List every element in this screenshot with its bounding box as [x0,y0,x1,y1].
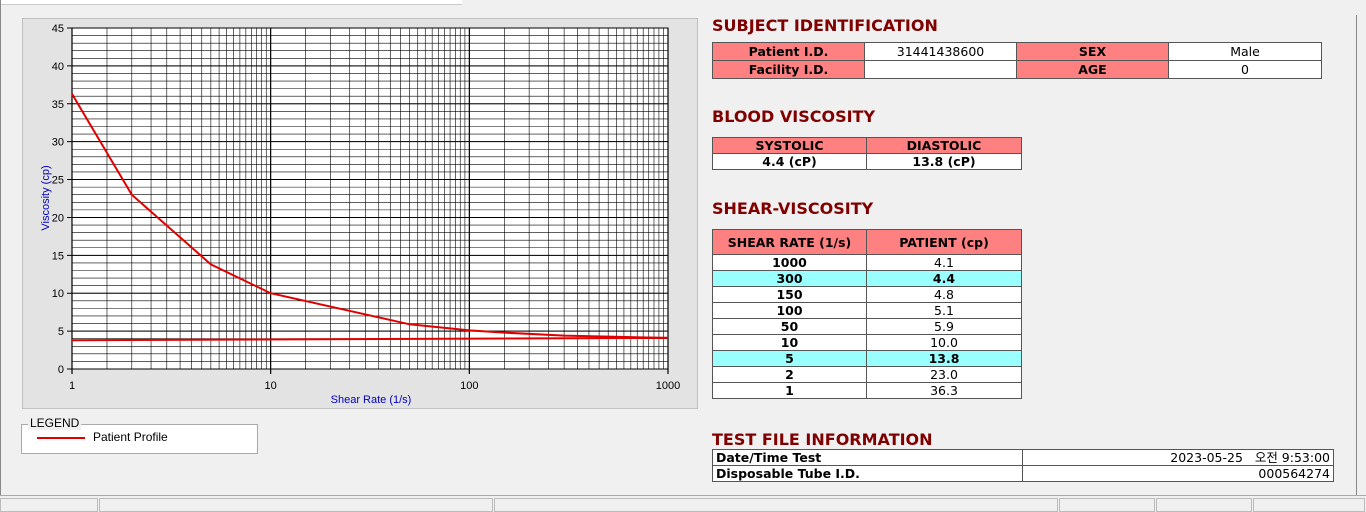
x-tick-label: 1000 [656,380,680,392]
x-tick-label: 100 [460,380,478,392]
viscosity: 4.4 [866,270,1022,287]
y-tick-label: 5 [58,326,64,338]
section-title: SUBJECT IDENTIFICATION [712,16,938,35]
row: 2 23.0 [712,366,1022,383]
row: 1 36.3 [712,382,1022,399]
field-label: AGE [1016,60,1169,79]
plot-border [71,27,669,370]
y-tick-label: 20 [52,212,64,224]
x-axis-title: Shear Rate (1/s) [331,394,412,406]
viscosity: 4.1 [866,254,1022,271]
field-value: Male [1168,42,1322,61]
status-panel [0,498,98,512]
shear-rate: 10 [712,334,867,351]
y-tick-label: 25 [52,175,64,187]
y-tick-label: 30 [52,137,64,149]
row: 10 10.0 [712,334,1022,351]
status-panel [494,498,1058,512]
legend-label: Patient Profile [93,430,168,444]
y-axis-title: Viscosity (cp) [40,165,52,230]
row: 100 5.1 [712,302,1022,319]
field-label: Patient I.D. [712,42,865,61]
shear-rate: 150 [712,286,867,303]
top-bar [0,0,462,5]
section-title: TEST FILE INFORMATION [712,430,933,449]
y-tick-label: 10 [52,288,64,300]
row: 1000 4.1 [712,254,1022,271]
status-bar [0,495,1366,512]
row: Disposable Tube I.D. 000564274 [712,465,1334,482]
row: Date/Time Test 2023-05-25 오전 9:53:00 [712,449,1334,466]
plot-area [72,28,668,369]
shear-rate: 1 [712,382,867,399]
data-line [71,336,669,342]
legend-title: LEGEND [28,416,82,430]
table: SHEAR RATE (1/s) PATIENT (cp) 1000 4.1 300 4.… [712,229,1022,399]
section-title: SHEAR-VISCOSITY [712,199,874,218]
shear-rate: 50 [712,318,867,335]
left-border [0,0,1,495]
viscosity: 36.3 [866,382,1022,399]
tbody: SHEAR RATE (1/s) PATIENT (cp) 1000 4.1 300 4.… [712,229,1022,399]
viscosity: 10.0 [866,334,1022,351]
tbody: SYSTOLIC DIASTOLIC 4.4 (cP) 13.8 (cP) [712,137,1022,170]
header-row: SHEAR RATE (1/s) PATIENT (cp) [712,229,1022,255]
viscosity: 23.0 [866,366,1022,383]
tbody: Date/Time Test 2023-05-25 오전 9:53:00 Dispo… [712,449,1334,482]
row: Facility I.D. AGE 0 [712,60,1322,79]
row: 4.4 (cP) 13.8 (cP) [712,153,1022,170]
field-value: 0 [1168,60,1322,79]
shear-rate: 100 [712,302,867,319]
value-cell: 13.8 (cP) [866,153,1022,170]
table: Date/Time Test 2023-05-25 오전 9:53:00 Dispo… [712,449,1334,482]
y-tick-label: 40 [52,61,64,73]
row: 5 13.8 [712,350,1022,367]
shear-rate: 300 [712,270,867,287]
viscosity: 5.1 [866,302,1022,319]
row: 300 4.4 [712,270,1022,287]
value-cell: 4.4 (cP) [712,153,867,170]
header-cell: DIASTOLIC [866,137,1022,154]
shear-rate: 5 [712,350,867,367]
status-panel [1059,498,1155,512]
row: 150 4.8 [712,286,1022,303]
field-value: 31441438600 [864,42,1017,61]
chart: Shear Rate (1/s) Viscosity (cp) 0 5 10 15 20… [22,18,698,409]
x-tick-label: 1 [69,380,75,392]
shear-rate: 1000 [712,254,867,271]
field-label: SEX [1016,42,1169,61]
section-title: BLOOD VISCOSITY [712,107,876,126]
y-tick-label: 0 [58,364,64,376]
y-tick-label: 45 [52,23,64,35]
field-value: 000564274 [1022,465,1334,482]
field-label: Date/Time Test [712,449,1023,466]
field-label: Disposable Tube I.D. [712,465,1023,482]
y-tick-label: 15 [52,250,64,262]
x-tick-label: 10 [265,380,277,392]
field-value [864,60,1017,79]
viscosity: 4.8 [866,286,1022,303]
status-panel [1156,498,1252,512]
row: Patient I.D. 31441438600 SEX Male [712,42,1322,61]
y-tick-label: 35 [52,99,64,111]
right-border [1356,15,1357,495]
table: Patient I.D. 31441438600 SEX Male Facility I… [712,42,1322,79]
row: 50 5.9 [712,318,1022,335]
status-panel [99,498,493,512]
header-cell: PATIENT (cp) [866,229,1022,255]
field-label: Facility I.D. [712,60,865,79]
header-cell: SHEAR RATE (1/s) [712,229,867,255]
viscosity: 13.8 [866,350,1022,367]
header-cell: SYSTOLIC [712,137,867,154]
legend-swatch [37,437,85,439]
viscosity: 5.9 [866,318,1022,335]
tbody: Patient I.D. 31441438600 SEX Male Facility I… [712,42,1322,79]
data-line [71,93,669,339]
table: SYSTOLIC DIASTOLIC 4.4 (cP) 13.8 (cP) [712,137,1022,170]
field-value: 2023-05-25 오전 9:53:00 [1022,449,1334,466]
shear-rate: 2 [712,366,867,383]
status-panel [1253,498,1365,512]
header-row: SYSTOLIC DIASTOLIC [712,137,1022,154]
